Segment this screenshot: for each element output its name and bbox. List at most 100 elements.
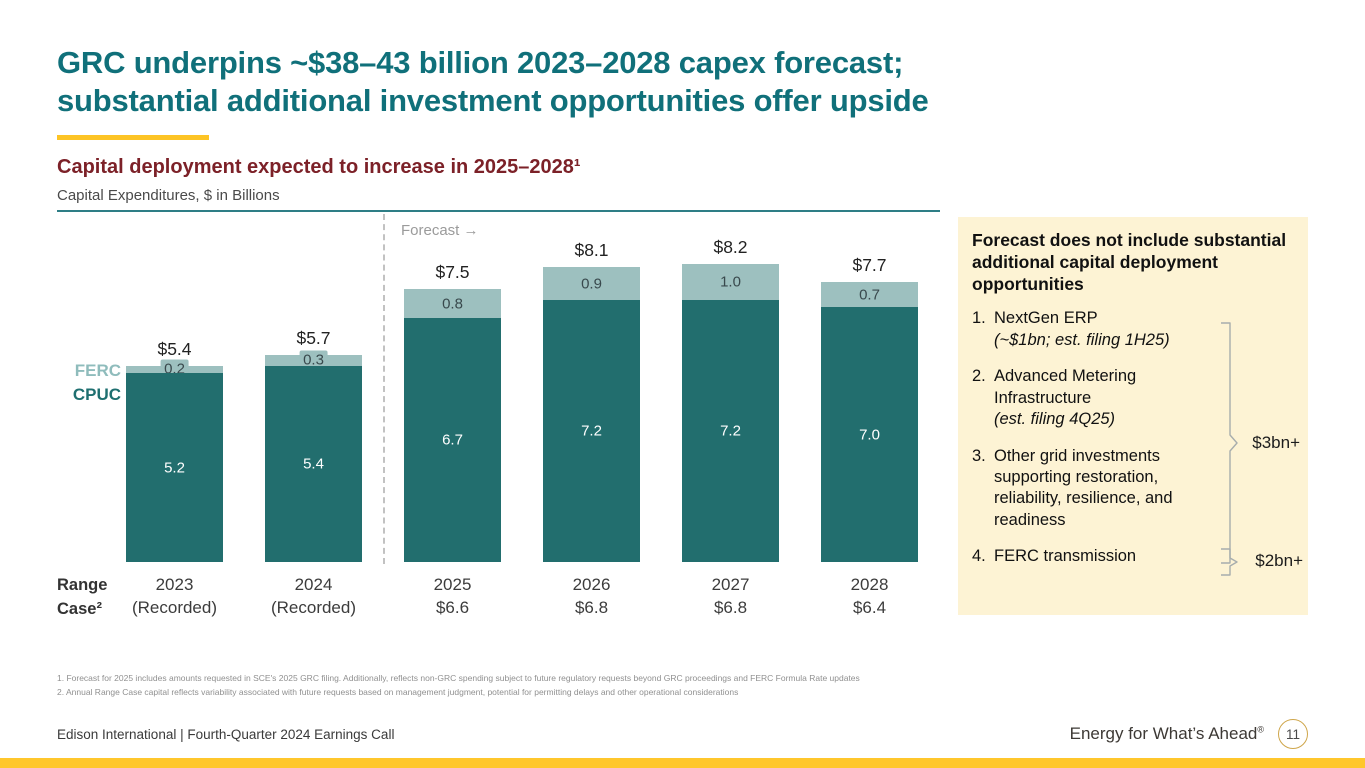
axis-sub-label: $6.8 <box>574 598 609 618</box>
axis-sub-label: $6.4 <box>852 598 887 618</box>
range-case-line2: Case² <box>57 600 102 619</box>
segment-value: 5.2 <box>164 459 185 477</box>
forecast-label: Forecast → <box>401 222 479 240</box>
segment-value: 0.7 <box>859 286 880 304</box>
callout-panel: Forecast does not include substantial ad… <box>958 217 1308 616</box>
axis-caption: Capital Expenditures, $ in Billions <box>57 187 940 213</box>
axis-sub-label: $6.6 <box>435 598 470 618</box>
item-number: 2. <box>972 367 986 386</box>
axis-sub-label: (Recorded) <box>270 598 357 618</box>
slide-title: GRC underpins ~$38–43 billion 2023–2028 … <box>57 44 1308 120</box>
ferc-segment: 0.2 <box>126 359 223 379</box>
item-title: Advanced Metering Infrastructure <box>994 367 1137 407</box>
item-number: 3. <box>972 446 986 465</box>
brand-tagline: Energy for What’s Ahead® <box>1070 724 1264 744</box>
axis-year-label: 2024 <box>294 575 333 595</box>
cpuc-segment: 5.4 <box>265 365 362 563</box>
callout-list: 1. NextGen ERP (~$1bn; est. filing 1H25) 2.… <box>972 308 1294 567</box>
segment-value: 0.8 <box>442 295 463 313</box>
chart-column: Capital Expenditures, $ in Billions Fore… <box>57 187 940 622</box>
bars-row: $5.4 0.2 5.2 2023 (Recorded) $5.7 0.3 5.4 2024 (R… <box>105 226 939 619</box>
brand-tagline-text: Energy for What’s Ahead <box>1069 724 1258 744</box>
bar-stack: $7.7 0.7 7.0 <box>821 226 918 563</box>
cpuc-segment: 7.2 <box>682 300 779 563</box>
bar-stack: $5.7 0.3 5.4 <box>265 226 362 563</box>
item-detail: (~$1bn; est. filing 1H25) <box>994 330 1170 349</box>
bar-total-label: $7.5 <box>435 262 470 283</box>
bar: 0.8 6.7 <box>404 289 501 563</box>
bracket-2bn-label: $2bn+ <box>1255 551 1303 571</box>
capex-chart: Forecast → FERC CPUC $5.4 0.2 5.2 2023 (Reco… <box>57 212 940 622</box>
bar-total-label: $8.2 <box>713 236 748 257</box>
axis-year-label: 2023 <box>155 575 194 595</box>
content-row: Capital Expenditures, $ in Billions Fore… <box>57 187 1308 622</box>
footnotes: 1. Forecast for 2025 includes amounts re… <box>57 672 1308 699</box>
segment-value: 6.7 <box>442 431 463 449</box>
bar-group: $5.7 0.3 5.4 2024 (Recorded) <box>244 226 383 619</box>
axis-year-label: 2026 <box>572 575 611 595</box>
bar-group: $5.4 0.2 5.2 2023 (Recorded) <box>105 226 244 619</box>
item-text: Advanced Metering Infrastructure (est. fi… <box>994 366 1206 430</box>
bar-total-label: $5.7 <box>296 327 331 348</box>
segment-value: 7.2 <box>720 422 741 440</box>
slide: GRC underpins ~$38–43 billion 2023–2028 … <box>57 44 1308 750</box>
footnote: 1. Forecast for 2025 includes amounts re… <box>57 673 860 684</box>
page-number-badge: 11 <box>1278 719 1308 750</box>
callout-item: 3. Other grid investments supporting rest… <box>972 446 1206 532</box>
segment-value: 5.4 <box>303 455 324 473</box>
forecast-divider <box>383 214 385 565</box>
ferc-segment: 0.8 <box>404 289 501 319</box>
segment-value: 0.3 <box>299 350 328 370</box>
item-number: 4. <box>972 547 986 566</box>
callout-item: 4. FERC transmission <box>972 546 1206 567</box>
footer-right: Energy for What’s Ahead® 11 <box>1070 719 1308 750</box>
item-title: FERC transmission <box>994 547 1137 566</box>
bar-stack: $8.1 0.9 7.2 <box>543 226 640 563</box>
bottom-accent-bar <box>0 758 1365 768</box>
slide-title-line2: substantial additional investment opport… <box>57 83 929 119</box>
chart-headline: Capital deployment expected to increase … <box>57 156 581 179</box>
cpuc-segment: 5.2 <box>126 372 223 563</box>
bar-group: $7.7 0.7 7.0 2028 $6.4 <box>800 226 939 619</box>
segment-value: 1.0 <box>720 273 741 291</box>
bar-stack: $5.4 0.2 5.2 <box>126 226 223 563</box>
item-detail: (est. filing 4Q25) <box>994 410 1116 429</box>
axis-year-label: 2028 <box>850 575 889 595</box>
axis-year-label: 2027 <box>711 575 750 595</box>
item-title: Other grid investments supporting restor… <box>994 446 1173 529</box>
footer: Edison International | Fourth-Quarter 20… <box>57 719 1308 750</box>
bar-total-label: $7.7 <box>852 254 887 275</box>
bar: 0.9 7.2 <box>543 267 640 563</box>
cpuc-segment: 6.7 <box>404 318 501 563</box>
bar-group: $7.5 0.8 6.7 2025 $6.6 <box>383 226 522 619</box>
axis-year-label: 2025 <box>433 575 472 595</box>
ferc-series-label: FERC <box>74 361 121 381</box>
footnote: 2. Annual Range Case capital reflects va… <box>57 686 739 697</box>
axis-sub-label: (Recorded) <box>131 598 218 618</box>
bar: 1.0 7.2 <box>682 263 779 563</box>
bar: 0.7 7.0 <box>821 281 918 563</box>
bar: 0.2 5.2 <box>126 359 223 563</box>
cpuc-segment: 7.2 <box>543 300 640 563</box>
segment-value: 0.9 <box>581 275 602 293</box>
bar-group: $8.2 1.0 7.2 2027 $6.8 <box>661 226 800 619</box>
bar-stack: $7.5 0.8 6.7 <box>404 226 501 563</box>
cpuc-series-label: CPUC <box>72 385 121 405</box>
item-title: NextGen ERP <box>994 309 1098 328</box>
item-text: NextGen ERP (~$1bn; est. filing 1H25) <box>994 308 1170 351</box>
bar: 0.3 5.4 <box>265 350 362 563</box>
bar-stack: $8.2 1.0 7.2 <box>682 226 779 563</box>
bar-total-label: $5.4 <box>157 338 192 359</box>
bracket-2bn-icon <box>1221 548 1238 576</box>
callout-item: 1. NextGen ERP (~$1bn; est. filing 1H25) <box>972 308 1206 351</box>
ferc-segment: 0.7 <box>821 281 918 308</box>
ferc-segment: 1.0 <box>682 263 779 301</box>
axis-sub-label: $6.8 <box>713 598 748 618</box>
item-number: 1. <box>972 309 986 328</box>
range-case-line1: Range <box>57 576 108 595</box>
ferc-segment: 0.3 <box>265 350 362 370</box>
item-text: FERC transmission <box>994 546 1136 567</box>
callout-title: Forecast does not include substantial ad… <box>972 230 1287 295</box>
slide-title-line1: GRC underpins ~$38–43 billion 2023–2028 … <box>57 45 904 80</box>
range-case-label: Range Case² <box>57 574 107 622</box>
